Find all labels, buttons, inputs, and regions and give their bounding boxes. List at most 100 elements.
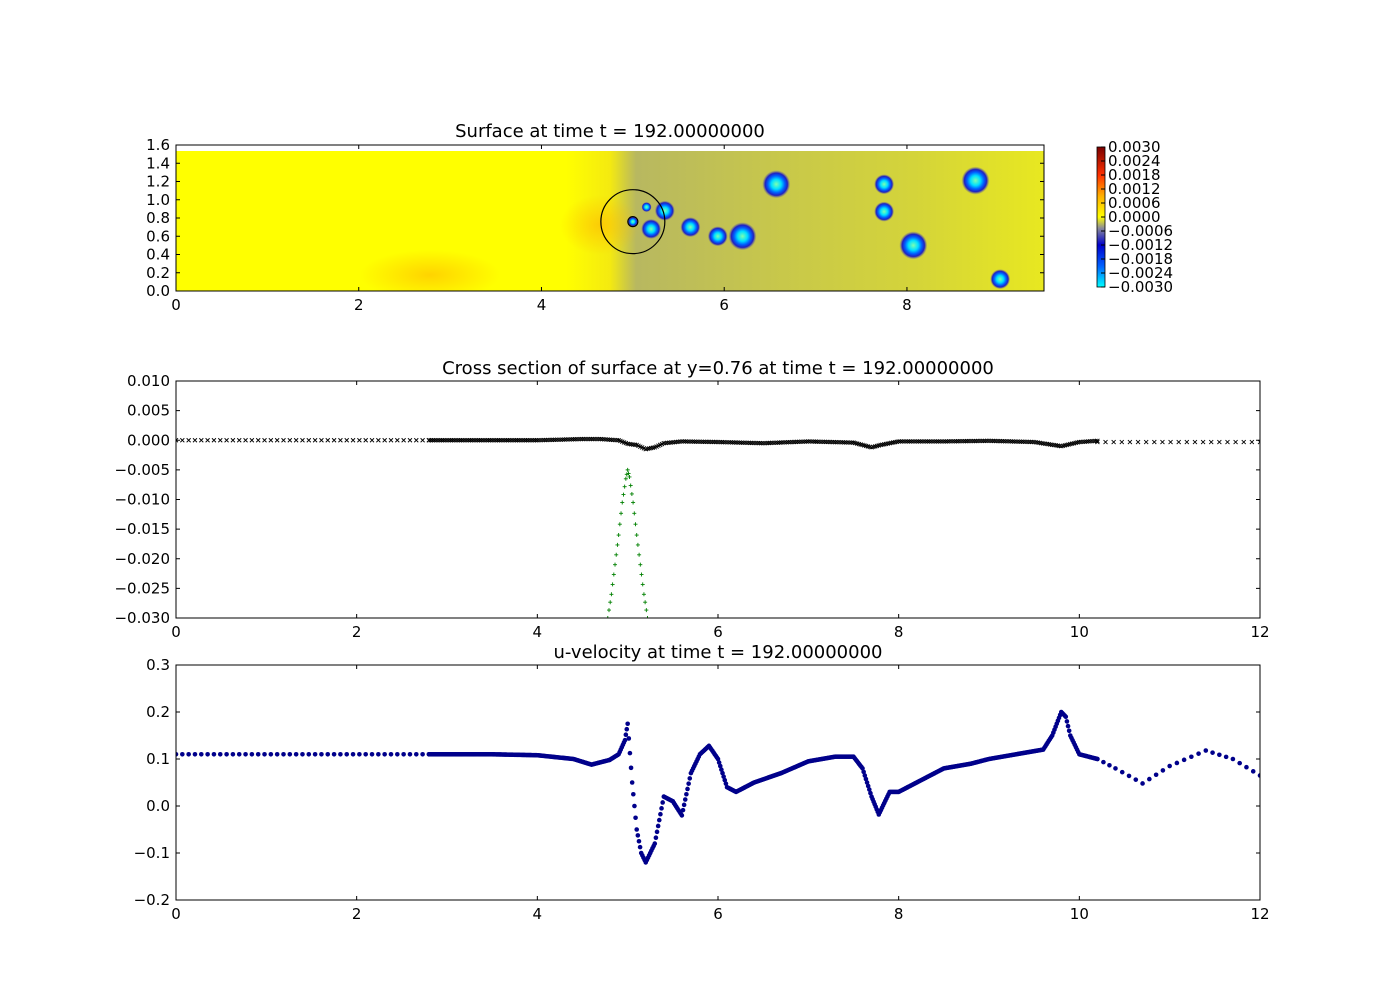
surface-x-marker [786,439,791,445]
surface-x-marker [974,438,979,444]
surface-x-marker [331,437,337,443]
surface-x-marker [598,436,603,442]
u-velocity-point [1250,769,1256,774]
surface-x-marker [1087,438,1093,444]
surface-x-marker [525,437,531,443]
surface-xtick-label: 8 [902,296,912,314]
surface-depression [762,170,791,199]
surface-x-marker [795,439,800,445]
surface-x-marker [984,438,990,444]
u-velocity-point [268,752,274,757]
surface-x-marker [529,437,535,443]
surface-ytick-label: 1.2 [146,173,170,191]
surface-x-marker [726,439,732,445]
surface-ytick-label: 1.6 [146,136,170,154]
surface-x-marker [495,437,500,443]
surface-x-marker [388,437,394,443]
surface-x-marker [807,439,813,444]
u-velocity-point [420,752,425,757]
surface-x-marker [923,439,929,444]
body-plus-marker [611,572,616,577]
surface-x-marker [554,437,560,443]
surface-x-marker [1001,438,1006,444]
surface-xtick-label: 6 [719,296,729,314]
surface-x-marker [607,437,612,442]
surface-x-marker [612,437,618,443]
surface-ytick-label: 0.0 [146,282,170,300]
surface-x-marker [426,437,432,443]
surface-x-marker [1028,439,1033,445]
surface-x-marker [829,439,835,445]
surface-x-marker [742,440,748,446]
cross-section-xtick-label: 4 [533,623,543,641]
surface-x-marker [486,437,491,443]
colorbar-tick-label: 0.0012 [1108,180,1161,198]
u-velocity-point [1237,760,1242,766]
u-velocity-point [1196,751,1201,756]
cross-section-ytick-label: −0.005 [114,461,170,479]
u-velocity-point [180,752,185,757]
surface-x-marker [1086,439,1091,444]
u-velocity-point [623,732,629,738]
surface-x-marker [479,437,484,443]
surface-x-marker [325,437,331,443]
surface-x-marker [524,437,529,443]
u-velocity-point [369,752,375,757]
u-velocity-panel: u-velocity at time t = 192.00000000 0 2 4 6… [134,642,1270,923]
surface-x-marker [497,437,502,443]
surface-x-marker [932,439,938,444]
u-velocity-ytick-label: −0.2 [134,891,170,909]
u-velocity-point [331,752,337,757]
surface-x-marker [898,439,903,444]
surface-x-marker [784,439,789,445]
surface-x-marker [827,439,833,445]
surface-x-marker [407,437,413,443]
surface-x-marker [937,439,943,444]
body-plus-marker [623,476,628,481]
u-velocity-point [716,760,722,765]
cross-section-ytick-label: −0.010 [114,491,170,509]
surface-x-marker [713,439,719,445]
u-velocity-xtick-label: 4 [533,905,543,923]
surface-x-marker [369,437,375,443]
surface-x-marker [1004,438,1010,444]
u-velocity-point [1153,772,1159,778]
surface-x-marker [287,437,293,443]
u-velocity-point [679,813,685,818]
surface-x-marker [596,436,602,442]
surface-xtick-label: 0 [171,296,181,314]
surface-x-marker [394,437,400,443]
surface-x-marker [751,440,757,446]
surface-x-marker [692,439,697,444]
cross-section-ytick-label: 0.005 [127,402,170,420]
surface-x-marker [930,439,936,444]
cross-section-panel: Cross section of surface at y=0.76 at ti… [114,358,1269,641]
u-velocity-point [655,823,661,829]
surface-x-marker [1127,439,1133,445]
u-velocity-point [1257,773,1260,778]
u-velocity-ytick-label: −0.1 [134,844,170,862]
surface-x-marker [724,439,730,445]
surface-x-marker [583,436,589,442]
surface-x-marker [1002,438,1008,444]
body-plus-marker [627,474,632,479]
body-plus-marker [614,552,619,557]
surface-x-marker [1082,439,1088,444]
surface-ytick-label: 0.4 [146,246,170,264]
surface-x-marker [921,439,927,444]
colorbar-tick-label: 0.0006 [1108,194,1161,212]
surface-xtick-label: 4 [537,296,547,314]
surface-x-marker [934,439,939,444]
colorbar-tick-label: 0.0018 [1108,166,1161,184]
surface-x-marker [500,437,506,443]
u-velocity-point [631,791,636,797]
surface-x-marker [760,440,766,446]
surface-x-marker [413,437,419,443]
surface-x-marker [376,437,381,443]
surface-x-marker [816,439,822,445]
surface-x-marker [580,436,585,442]
surface-x-marker [186,437,191,443]
u-velocity-point [860,766,865,771]
surface-x-marker [1084,439,1089,444]
surface-x-marker [686,439,692,444]
